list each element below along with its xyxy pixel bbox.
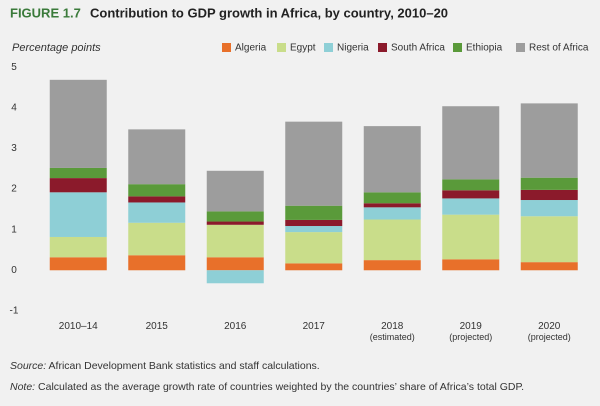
bar-segment	[442, 259, 500, 271]
bar-segment	[128, 222, 186, 256]
x-tick-label: 2017	[302, 321, 325, 332]
bar-segment	[442, 106, 500, 180]
bar-segment	[520, 103, 578, 178]
y-tick-label: 5	[11, 62, 17, 73]
bar-segment	[206, 211, 264, 222]
y-tick-label: 4	[11, 102, 17, 113]
y-tick-label: -1	[10, 306, 19, 317]
legend-swatch	[222, 43, 231, 52]
x-tick-label: 2016	[224, 321, 247, 332]
bar-segment	[206, 224, 264, 258]
legend-label: Egypt	[290, 43, 316, 54]
chart-title: Contribution to GDP growth in Africa, by…	[90, 5, 448, 20]
bar-segment	[285, 121, 343, 206]
legend-swatch	[277, 43, 286, 52]
x-tick-label: 2015	[145, 321, 168, 332]
note: Note: Calculated as the average growth r…	[10, 381, 524, 393]
bar-segment	[49, 79, 107, 168]
x-tick-label: 2010–14	[58, 321, 98, 332]
bar-segment	[49, 257, 107, 271]
source: Source: African Development Bank statist…	[10, 360, 320, 372]
legend-label: South Africa	[391, 43, 445, 54]
bar-segment	[128, 184, 186, 197]
bar-segment	[285, 232, 343, 264]
bar-segment	[49, 236, 107, 258]
y-tick-label: 0	[11, 265, 17, 276]
y-tick-label: 2	[11, 184, 17, 195]
bar-segment	[363, 203, 421, 208]
bar-segment	[206, 221, 264, 225]
legend-label: Algeria	[235, 43, 267, 54]
y-axis-label: Percentage points	[12, 42, 101, 54]
note-text: Calculated as the average growth rate of…	[38, 381, 525, 393]
x-tick-label: 2018 (estimated)	[369, 321, 415, 343]
note-label: Note:	[10, 381, 36, 393]
bar-segment	[363, 192, 421, 204]
legend-swatch	[378, 43, 387, 52]
bar-segment	[128, 129, 186, 185]
y-tick-label: 3	[11, 143, 17, 154]
bar-segment	[285, 219, 343, 227]
bar-segment	[49, 192, 107, 237]
legend-swatch	[453, 43, 462, 52]
bar-segment	[285, 226, 343, 233]
bar-segment	[363, 260, 421, 271]
legend-swatch	[324, 43, 333, 52]
bar-segment	[285, 205, 343, 220]
bar-segment	[442, 198, 500, 215]
bar-segment	[285, 263, 343, 271]
bar-segment	[442, 179, 500, 191]
bar-segment	[363, 126, 421, 193]
bar-segment	[520, 216, 578, 263]
x-tick-label: 2019 (projected)	[449, 321, 493, 343]
bar-segment	[206, 270, 264, 284]
bar-segment	[206, 170, 264, 212]
source-label: Source:	[10, 360, 47, 372]
legend-label: Ethiopia	[466, 43, 503, 54]
y-tick-label: 1	[11, 224, 17, 235]
bar-segment	[128, 255, 186, 271]
legend-label: Nigeria	[337, 43, 369, 54]
bar-segment	[520, 200, 578, 217]
bar-segment	[49, 167, 107, 179]
bar-segment	[520, 262, 578, 271]
bar-segment	[206, 257, 264, 271]
source-text: African Development Bank statistics and …	[48, 360, 320, 372]
bar-segment	[128, 196, 186, 203]
bar-segment	[442, 190, 500, 199]
bar-segment	[442, 214, 500, 260]
x-tick-label: 2020 (projected)	[527, 321, 571, 343]
bar-segment	[363, 207, 421, 220]
bar-segment	[363, 219, 421, 261]
figure-label: FIGURE 1.7	[10, 5, 81, 20]
legend-swatch	[516, 43, 525, 52]
bar-segment	[520, 189, 578, 201]
bar-segment	[128, 202, 186, 223]
bar-segment	[520, 177, 578, 190]
legend-label: Rest of Africa	[529, 43, 589, 54]
bar-segment	[49, 178, 107, 193]
